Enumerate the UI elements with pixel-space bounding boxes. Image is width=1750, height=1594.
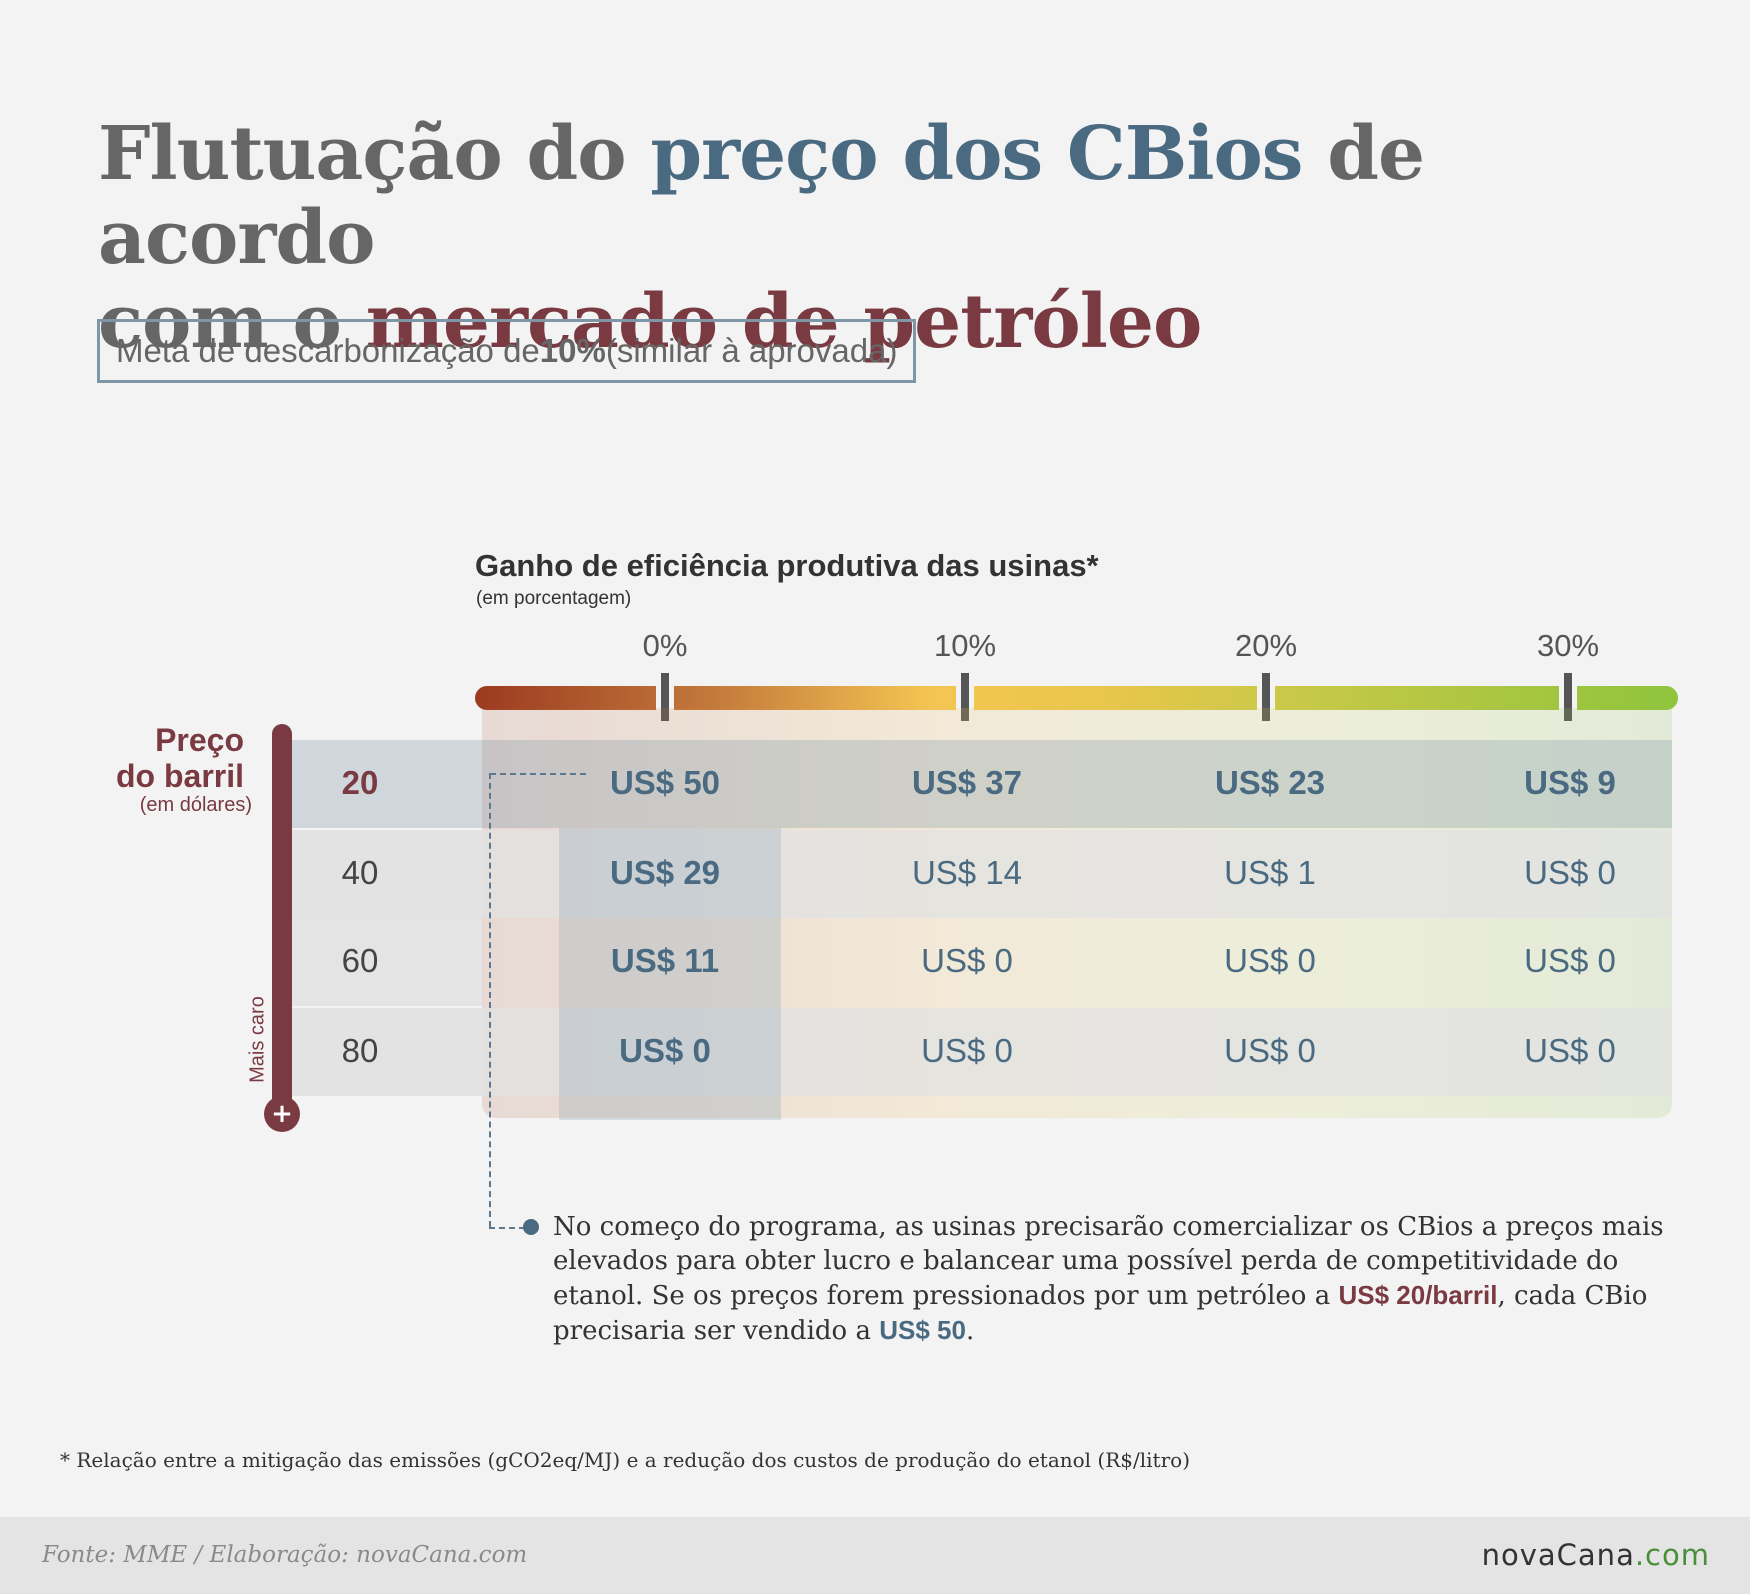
efficiency-tick-label: 30% <box>1536 628 1600 663</box>
footnote: * Relação entre a mitigação das emissões… <box>60 1448 1190 1472</box>
efficiency-tick-mark <box>956 670 974 726</box>
price-row-label: 40 <box>341 854 379 891</box>
price-arrow-label: Mais caro <box>246 996 269 1083</box>
price-thermometer <box>272 724 292 1110</box>
source-credit: Fonte: MME / Elaboração: novaCana.com <box>42 1542 528 1568</box>
logo-domain: .com <box>1634 1538 1710 1572</box>
table-cell-value: US$ 23 <box>1214 764 1326 801</box>
footer-bar <box>0 1517 1750 1594</box>
table-cell-value: US$ 0 <box>1524 1032 1616 1069</box>
row-label-cell <box>292 830 482 918</box>
efficiency-gradient-bar <box>475 686 1678 710</box>
price-row-label: 80 <box>341 1032 379 1069</box>
title-highlight-petroleo: mercado de petróleo <box>365 279 1203 365</box>
table-cell-value: US$ 37 <box>911 764 1023 801</box>
price-axis-title-line: do barril <box>115 758 244 794</box>
note-highlight-price: US$ 20/barril <box>1338 1280 1498 1310</box>
row-label-cell <box>292 1008 482 1096</box>
callout-note: No começo do programa, as usinas precisa… <box>553 1210 1678 1348</box>
logo-name: novaCana <box>1481 1538 1635 1572</box>
scenario-box: Meta de descarbonização de 10% (similar … <box>97 319 917 383</box>
efficiency-tick-mark <box>1559 670 1577 726</box>
note-text: . <box>965 1316 975 1346</box>
efficiency-tick-label: 20% <box>1234 628 1298 663</box>
title-part: Flutuação do <box>98 111 651 197</box>
efficiency-axis-subtitle: (em porcentagem) <box>476 588 632 609</box>
efficiency-tick-label: 10% <box>933 628 997 663</box>
scenario-text: (similar à aprovada) <box>605 332 898 369</box>
table-row <box>292 830 1672 918</box>
scenario-text: Meta de descarbonização de <box>116 332 540 369</box>
callout-connector <box>489 1227 525 1229</box>
table-cell-value: US$ 0 <box>619 1032 711 1069</box>
note-highlight-cbio: US$ 50 <box>879 1315 966 1345</box>
efficiency-tick-mark <box>656 670 674 726</box>
title-highlight-cbios: preço dos CBios <box>650 111 1303 197</box>
table-cell-value: US$ 29 <box>609 854 721 891</box>
efficiency-tick-mark <box>1257 670 1275 726</box>
page-title: Flutuação do preço dos CBios de acordo co… <box>98 112 1658 364</box>
note-text: No começo do programa, as usinas precisa… <box>553 1212 1664 1311</box>
table-cell-value: US$ 0 <box>1524 854 1616 891</box>
table-cell-value: US$ 14 <box>911 854 1023 891</box>
table-row <box>292 1008 1672 1096</box>
callout-connector <box>490 773 586 775</box>
table-cell-value: US$ 0 <box>1224 942 1316 979</box>
table-cell-value: US$ 0 <box>1224 1032 1316 1069</box>
novacana-logo: novaCana.com <box>1482 1538 1710 1572</box>
column-highlight-0pct <box>559 828 781 1120</box>
row-label-cell <box>292 918 482 1006</box>
price-row-label: 60 <box>341 942 379 979</box>
efficiency-tick-label: 0% <box>642 628 688 663</box>
efficiency-axis-title: Ganho de eficiência produtiva das usinas… <box>475 548 1099 583</box>
callout-connector <box>489 773 491 1227</box>
table-cell-value: US$ 0 <box>921 1032 1013 1069</box>
table-cell-value: US$ 0 <box>921 942 1013 979</box>
price-row-label: 20 <box>341 764 379 801</box>
plus-icon: + <box>264 1096 300 1132</box>
price-axis-title: Preço do barril <box>90 722 244 794</box>
table-cell-value: US$ 0 <box>1524 942 1616 979</box>
price-axis-title-line: Preço <box>155 722 244 758</box>
table-row <box>292 740 1672 828</box>
note-text: , cada CBio precisaria ser vendido a <box>553 1281 1648 1346</box>
table-cell-value: US$ 11 <box>610 942 720 979</box>
title-part: com o <box>98 279 366 365</box>
bullet-icon <box>523 1219 539 1235</box>
price-axis-subtitle: (em dólares) <box>139 794 252 816</box>
scenario-target: 10% <box>539 332 606 369</box>
table-cell-value: US$ 9 <box>1524 764 1616 801</box>
title-part: de acordo <box>98 111 1425 281</box>
table-cell-value: US$ 50 <box>609 764 721 801</box>
table-cell-value: US$ 1 <box>1224 854 1316 891</box>
